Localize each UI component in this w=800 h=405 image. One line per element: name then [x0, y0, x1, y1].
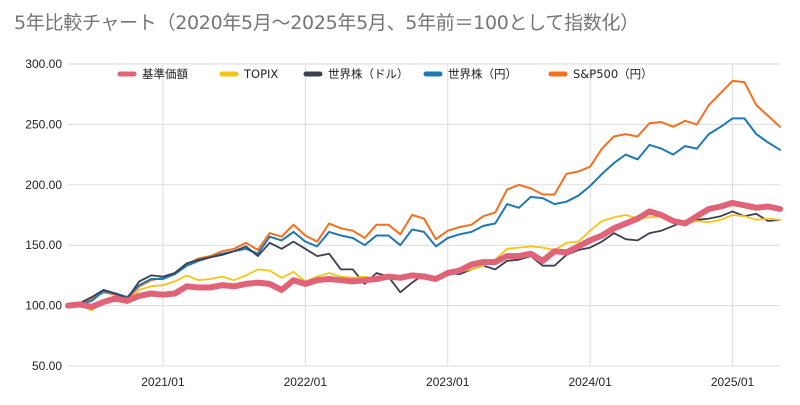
y-tick-label: 300.00 — [25, 57, 62, 71]
legend-label-0: 基準価額 — [142, 67, 188, 81]
legend-label-4: S&P500（円） — [573, 67, 653, 81]
series-line-3 — [67, 117, 781, 307]
series-line-0 — [65, 199, 783, 310]
y-tick-label: 250.00 — [25, 117, 62, 131]
x-tick-label: 2021/01 — [141, 375, 185, 389]
legend-label-3: 世界株（円） — [448, 67, 517, 81]
x-tick-label: 2025/01 — [711, 375, 755, 389]
x-tick-label: 2023/01 — [426, 375, 470, 389]
legend-label-1: TOPIX — [243, 67, 278, 81]
y-tick-label: 50.00 — [32, 359, 62, 373]
y-tick-label: 200.00 — [25, 178, 62, 192]
y-tick-label: 150.00 — [25, 238, 62, 252]
y-tick-label: 100.00 — [25, 299, 62, 313]
x-tick-label: 2024/01 — [568, 375, 612, 389]
x-tick-label: 2022/01 — [284, 375, 328, 389]
legend-label-2: 世界株（ドル） — [328, 67, 409, 81]
chart-title: 5年比較チャート（2020年5月〜2025年5月、5年前＝100として指数化） — [14, 12, 639, 34]
series-line-4 — [67, 79, 781, 307]
